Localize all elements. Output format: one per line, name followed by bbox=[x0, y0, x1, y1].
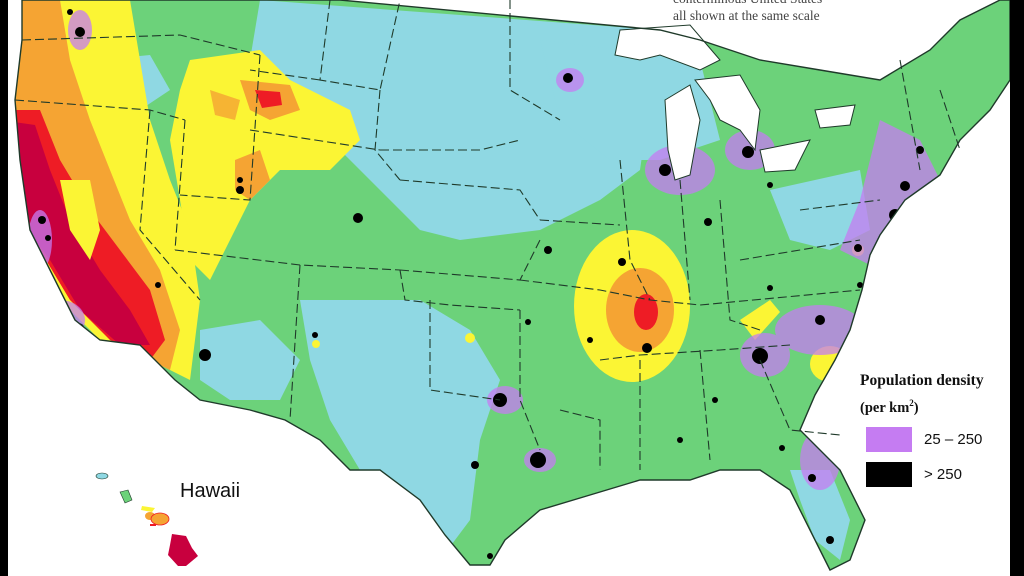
caption-line-1: conterminous United States bbox=[673, 0, 933, 7]
map-caption: conterminous United States all shown at … bbox=[673, 0, 933, 24]
great-lakes bbox=[614, 24, 856, 181]
legend-item-label: 25 – 250 bbox=[924, 430, 983, 448]
right-letterbox bbox=[1010, 0, 1024, 576]
caption-line-2: all shown at the same scale bbox=[673, 8, 820, 23]
hazard-zones bbox=[15, 0, 1010, 570]
legend-item-medium-density: 25 – 250 bbox=[866, 426, 1010, 452]
legend-unit: (per km2) bbox=[860, 398, 919, 416]
legend-item-high-density: > 250 bbox=[866, 461, 1010, 487]
hawaii-label: Hawaii bbox=[180, 480, 241, 502]
purple-swatch bbox=[866, 426, 912, 452]
us-outline bbox=[14, 0, 1010, 571]
legend-title: Population density bbox=[860, 372, 984, 389]
black-swatch bbox=[866, 461, 912, 487]
legend-item-label: > 250 bbox=[924, 465, 962, 483]
hawaii-islands bbox=[95, 472, 198, 566]
left-letterbox bbox=[0, 0, 8, 576]
population-density-legend: Population density (per km2) 25 – 250 > … bbox=[860, 372, 1010, 487]
state-borders bbox=[14, 0, 961, 470]
us-hazard-map bbox=[14, 0, 1010, 571]
map-frame: conterminous United States all shown at … bbox=[8, 0, 1010, 576]
